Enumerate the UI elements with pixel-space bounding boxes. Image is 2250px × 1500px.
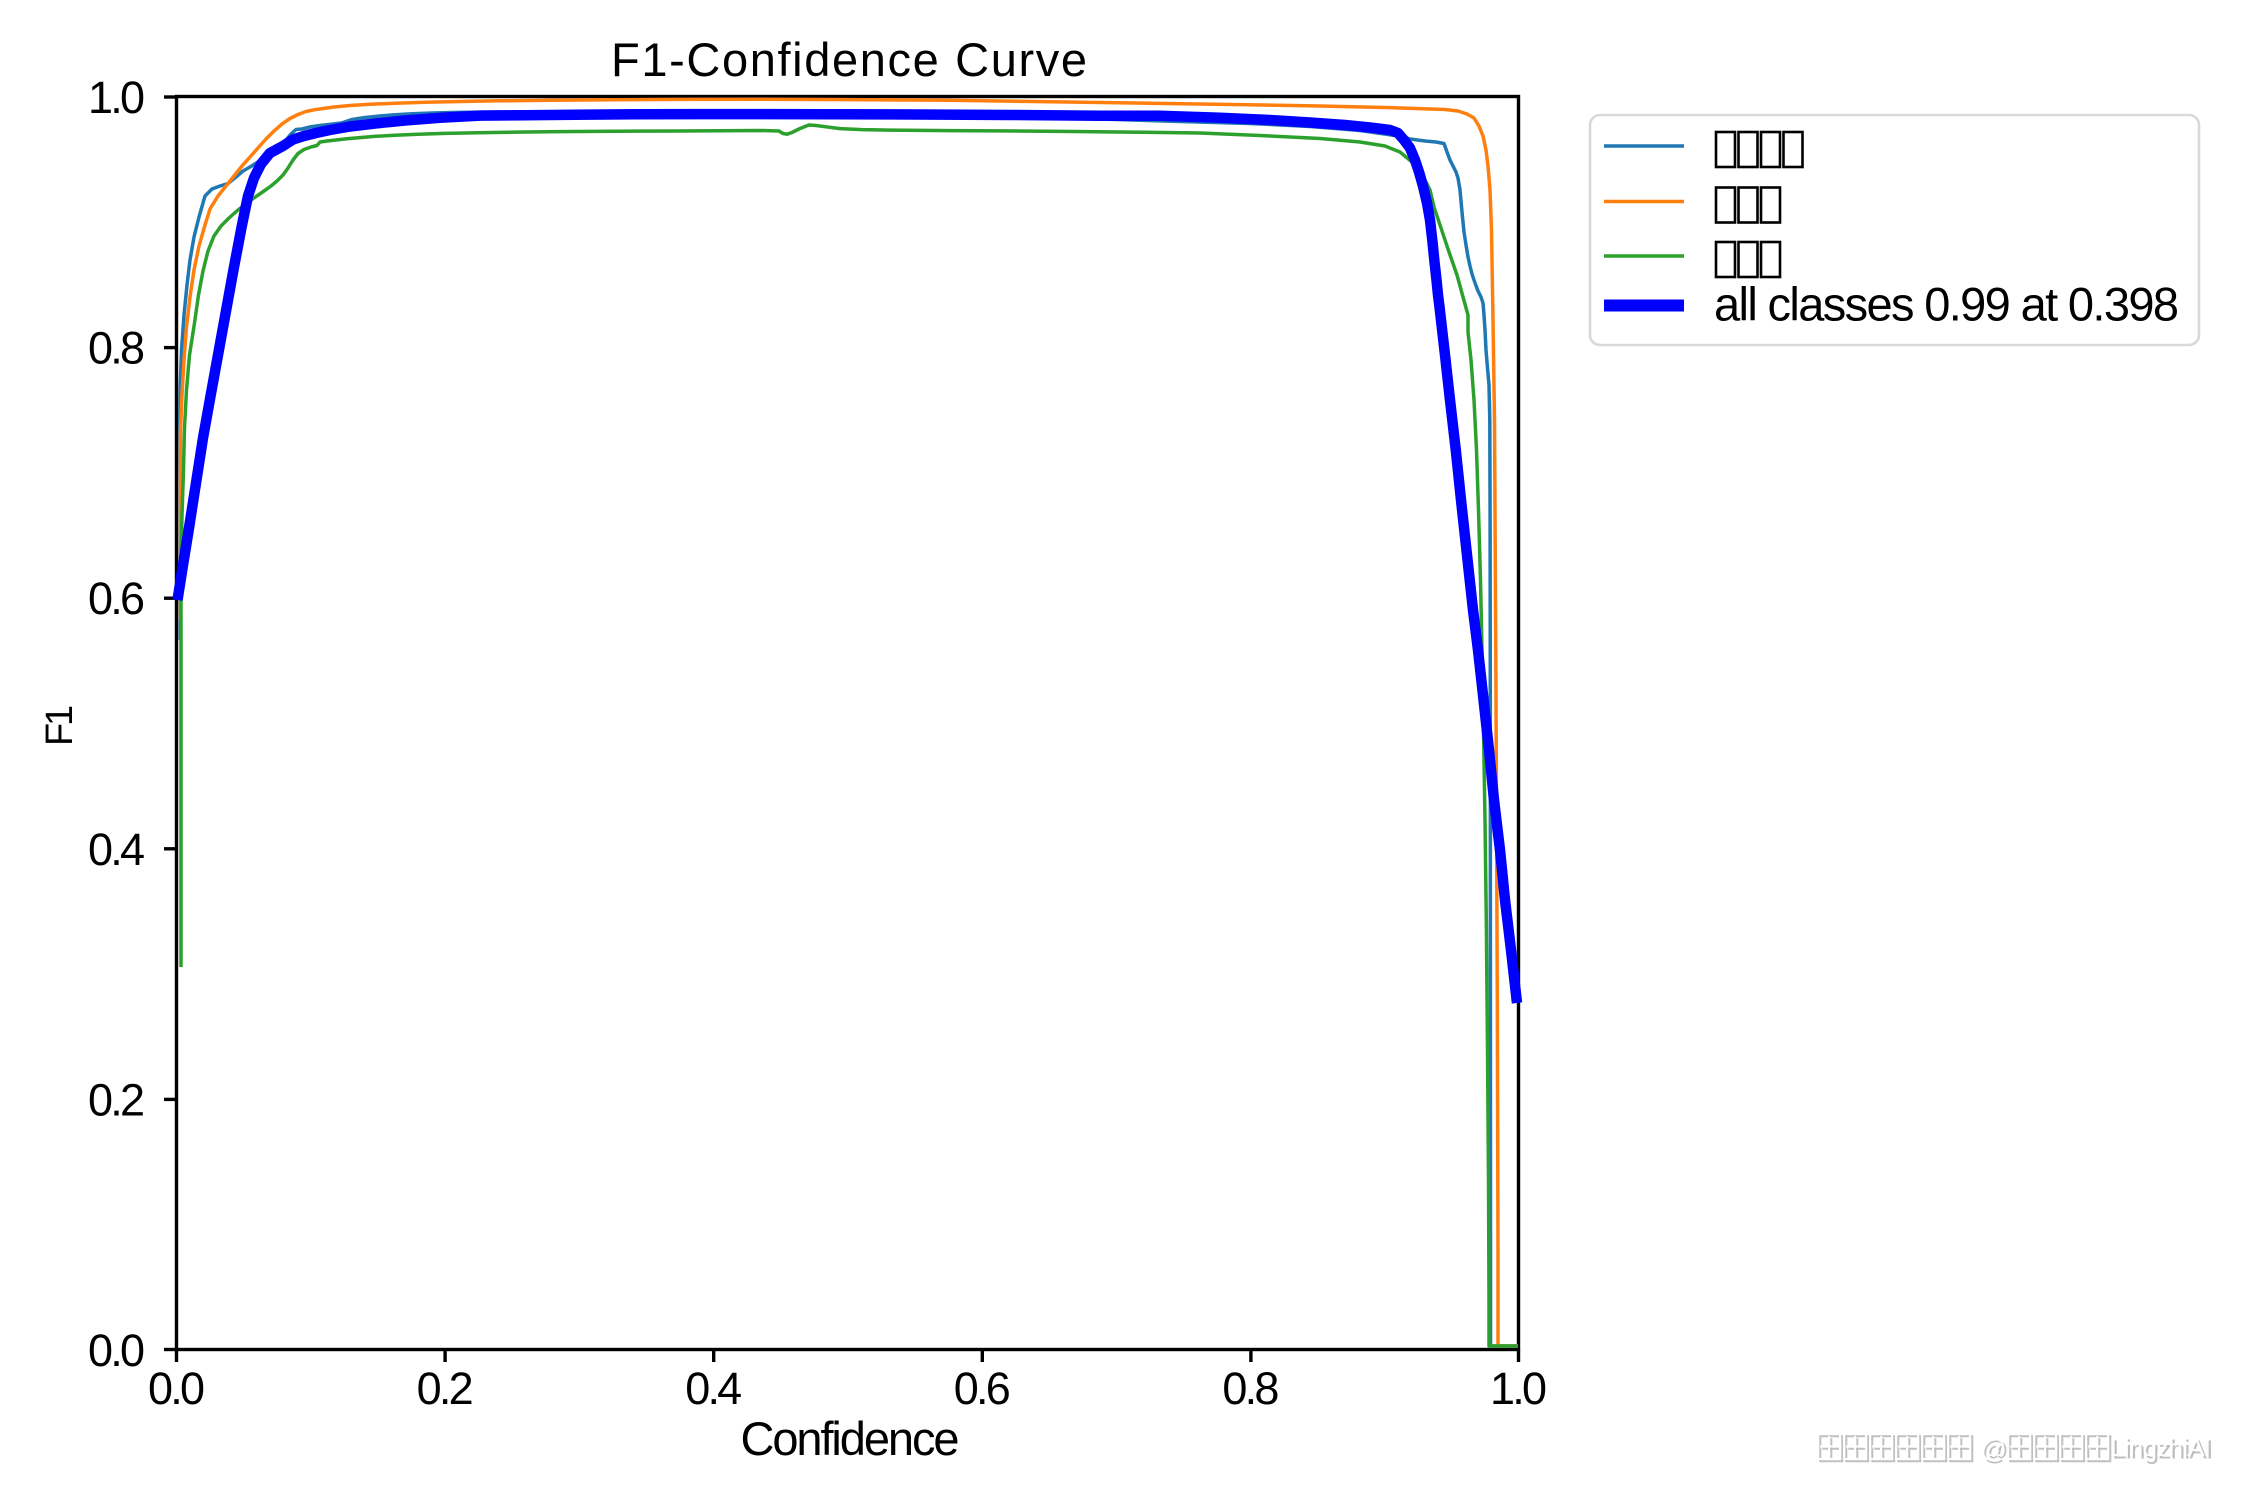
- svg-text:1.0: 1.0: [88, 72, 145, 123]
- svg-text:0.8: 0.8: [1222, 1363, 1279, 1414]
- svg-text:@: @: [1980, 1433, 2006, 1463]
- svg-text:0.0: 0.0: [148, 1363, 205, 1414]
- svg-text:0.6: 0.6: [954, 1363, 1011, 1414]
- svg-text:0.2: 0.2: [88, 1074, 145, 1125]
- svg-text:1: 1: [39, 705, 81, 726]
- svg-text:0.4: 0.4: [88, 824, 145, 875]
- svg-text:0.4: 0.4: [685, 1363, 742, 1414]
- svg-text:0.2: 0.2: [417, 1363, 474, 1414]
- svg-text:1.0: 1.0: [1490, 1363, 1547, 1414]
- svg-text:0.0: 0.0: [88, 1325, 145, 1376]
- svg-text:@: @: [1982, 1435, 2008, 1465]
- svg-text:Confidence: Confidence: [741, 1412, 960, 1465]
- svg-text:LingzhiAI: LingzhiAI: [2112, 1434, 2213, 1464]
- svg-text:0.8: 0.8: [88, 323, 145, 374]
- svg-text:F1-Confidence Curve: F1-Confidence Curve: [611, 33, 1087, 86]
- svg-text:all classes 0.99 at 0.398: all classes 0.99 at 0.398: [1714, 278, 2179, 331]
- svg-text:0.6: 0.6: [88, 573, 145, 624]
- svg-text:F: F: [39, 723, 81, 746]
- svg-text:LingzhiAI: LingzhiAI: [2110, 1432, 2211, 1462]
